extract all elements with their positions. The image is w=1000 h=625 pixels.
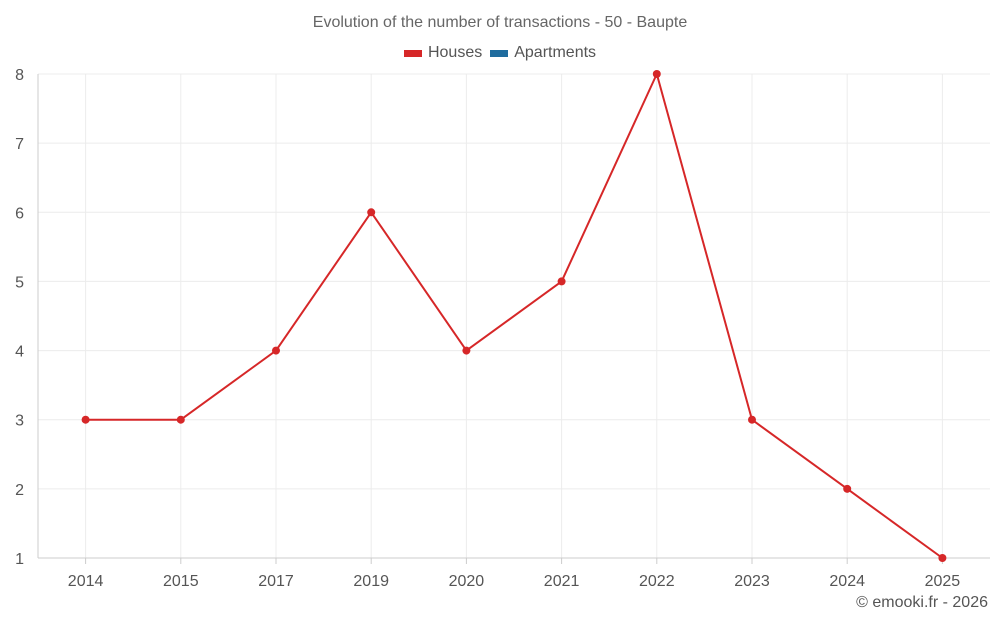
x-tick-label-2023: 2023: [734, 573, 770, 590]
y-tick-label-7: 7: [15, 136, 24, 153]
x-tick-label-2025: 2025: [925, 573, 961, 590]
y-tick-label-5: 5: [15, 274, 24, 291]
footer-credit: © emooki.fr - 2026: [856, 594, 988, 611]
x-tick-label-2022: 2022: [639, 573, 675, 590]
x-tick-label-2017: 2017: [258, 573, 294, 590]
y-tick-label-2: 2: [15, 482, 24, 499]
series-line-houses: [85, 73, 943, 559]
legend: Houses Apartments: [0, 44, 1000, 62]
y-tick-label-8: 8: [15, 67, 24, 84]
data-point-houses-2022: [652, 70, 661, 78]
data-point-houses-2015: [176, 415, 185, 424]
data-point-houses-2025: [938, 554, 947, 562]
data-point-houses-2014: [81, 415, 90, 424]
data-point-houses-2020: [462, 346, 471, 355]
data-point-houses-2021: [557, 277, 566, 286]
y-tick-label-1: 1: [15, 551, 24, 568]
legend-item-apartments[interactable]: Apartments: [490, 44, 596, 62]
x-tick-label-2020: 2020: [449, 573, 485, 590]
x-tick-label-2015: 2015: [163, 573, 199, 590]
grid-lines: [38, 73, 990, 558]
data-point-houses-2017: [272, 346, 280, 355]
tick-labels: 1 2 3 4 5 6 7 8 2014 2015 2017 2019 2020 2021 2022 2023…: [15, 67, 960, 590]
legend-swatch-apartments: [490, 49, 509, 57]
series-layer: [81, 70, 947, 562]
x-tick-label-2021: 2021: [544, 573, 580, 590]
y-tick-label-3: 3: [15, 413, 24, 430]
legend-swatch-houses: [403, 49, 422, 57]
data-point-houses-2024: [843, 484, 852, 493]
chart-title: Evolution of the number of transactions …: [312, 14, 688, 31]
legend-label-apartments: Apartments: [514, 44, 597, 61]
data-point-houses-2023: [748, 415, 756, 424]
x-tick-label-2014: 2014: [68, 573, 104, 590]
legend-item-houses[interactable]: Houses: [403, 44, 483, 62]
x-tick-label-2019: 2019: [353, 573, 389, 590]
y-tick-label-6: 6: [15, 205, 24, 222]
data-point-houses-2019: [367, 208, 376, 217]
legend-label-houses: Houses: [427, 44, 483, 61]
axes: [37, 74, 990, 564]
x-tick-label-2024: 2024: [829, 573, 865, 590]
y-tick-label-4: 4: [15, 344, 24, 361]
